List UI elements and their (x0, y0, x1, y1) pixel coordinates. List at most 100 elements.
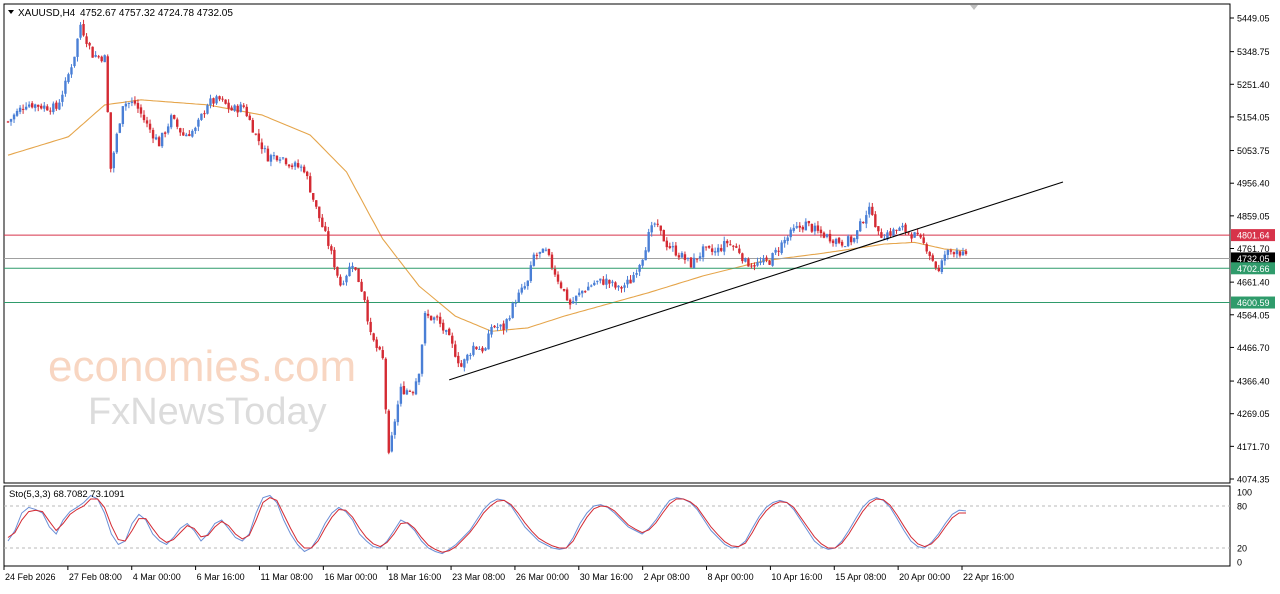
candle-bearish (227, 99, 230, 113)
chart-shift-marker-icon[interactable] (970, 5, 978, 10)
candle-bullish (590, 284, 593, 288)
candle-bearish (330, 244, 333, 255)
candle-bullish (671, 241, 675, 252)
candle-bullish (278, 157, 282, 164)
time-tick-label: 15 Apr 08:00 (835, 572, 886, 582)
moving-average-layer (7, 99, 967, 332)
time-axis[interactable]: 24 Feb 2026 27 Feb 08:00 4 Mar 00:00 6 Mar … (3, 566, 1014, 582)
candle-bullish (24, 102, 28, 111)
candle-bullish (130, 97, 134, 107)
candle-bullish (692, 253, 696, 269)
price-tick-label: 5053.75 (1237, 146, 1270, 156)
time-tick-label: 4 Mar 00:00 (133, 572, 181, 582)
candle-bearish (109, 112, 112, 173)
candle-bearish (179, 127, 182, 136)
candle-bearish (831, 239, 835, 247)
level-tag-bg (1231, 262, 1275, 275)
candle-bullish (892, 227, 895, 238)
candle-bullish (804, 218, 808, 231)
level-tag-label: 4702.66 (1237, 264, 1270, 274)
candle-bearish (568, 298, 572, 310)
candle-bullish (348, 262, 351, 277)
symbol-menu-icon[interactable] (8, 10, 14, 14)
candle-bullish (571, 296, 575, 304)
candle-bullish (115, 132, 118, 155)
time-tick-label: 6 Mar 16:00 (197, 572, 245, 582)
candle-bullish (792, 224, 795, 233)
ascending-trendline[interactable] (449, 181, 1064, 381)
candle-bearish (562, 288, 566, 292)
price-axis[interactable]: 5449.05 5348.75 5251.40 5154.05 5053.75 4956.… (1230, 14, 1270, 485)
stochastic-layer (4, 494, 1230, 555)
candle-bearish (133, 96, 137, 106)
candle-bearish (324, 221, 327, 232)
price-tick-label: 5348.75 (1237, 47, 1270, 57)
candle-bullish (18, 105, 22, 115)
candle-bearish (305, 170, 309, 180)
candle-bearish (136, 99, 140, 113)
candle-bearish (188, 130, 191, 137)
candle-bullish (577, 288, 581, 297)
candle-bearish (91, 46, 94, 58)
candle-bullish (632, 271, 635, 283)
candle-bearish (895, 229, 898, 234)
candle-bullish (647, 228, 650, 253)
candle-bullish (774, 247, 777, 256)
candle-bullish (946, 249, 950, 260)
time-tick-label: 26 Mar 00:00 (516, 572, 569, 582)
candle-bearish (254, 133, 258, 136)
candle-bearish (6, 120, 10, 123)
candle-bullish (859, 218, 862, 233)
candle-bullish (650, 221, 653, 237)
candle-bullish (70, 64, 73, 78)
candle-bearish (889, 227, 892, 238)
candle-bearish (493, 325, 496, 329)
candle-bearish (584, 290, 587, 294)
candle-bullish (127, 102, 131, 109)
time-tick-label: 27 Feb 08:00 (69, 572, 122, 582)
candle-bearish (753, 262, 756, 271)
price-tick-label: 4366.40 (1237, 377, 1270, 387)
candle-bullish (843, 245, 847, 248)
candle-bearish (85, 33, 88, 48)
candle-bullish (124, 101, 128, 111)
candle-bearish (550, 252, 554, 271)
level-tag-bg (1231, 252, 1275, 265)
candle-bullish (913, 231, 916, 238)
candle-bearish (402, 381, 406, 395)
candle-bullish (169, 113, 173, 130)
candle-bearish (704, 246, 708, 251)
candle-bearish (441, 319, 445, 334)
candle-bullish (484, 347, 487, 352)
candle-bearish (357, 268, 360, 283)
stochastic-tick-label: 0 (1237, 558, 1242, 568)
candle-bullish (423, 311, 427, 346)
candle-bearish (49, 107, 52, 115)
candle-bearish (502, 320, 505, 335)
time-tick-label: 22 Apr 16:00 (963, 572, 1014, 582)
candle-bullish (94, 51, 97, 58)
candle-bearish (236, 104, 239, 118)
candle-bearish (145, 116, 149, 128)
level-tag-label: 4801.64 (1237, 231, 1270, 241)
candle-bearish (438, 312, 442, 328)
candle-bullish (445, 329, 448, 335)
candle-bullish (121, 106, 125, 127)
candle-bearish (97, 54, 100, 59)
candle-bearish (290, 163, 294, 170)
price-tick-label: 4171.70 (1237, 442, 1270, 452)
stochastic-main-line (7, 494, 967, 555)
candle-bullish (596, 280, 599, 285)
candle-bullish (587, 282, 590, 291)
candle-bullish (783, 236, 786, 248)
candle-bearish (849, 234, 853, 246)
time-tick-label: 8 Apr 00:00 (708, 572, 754, 582)
candle-bearish (819, 226, 823, 238)
candle-bullish (67, 72, 70, 84)
candle-bearish (475, 346, 478, 350)
candle-bearish (837, 236, 841, 245)
candle-bearish (964, 248, 968, 256)
price-tick-label: 4661.40 (1237, 278, 1270, 288)
